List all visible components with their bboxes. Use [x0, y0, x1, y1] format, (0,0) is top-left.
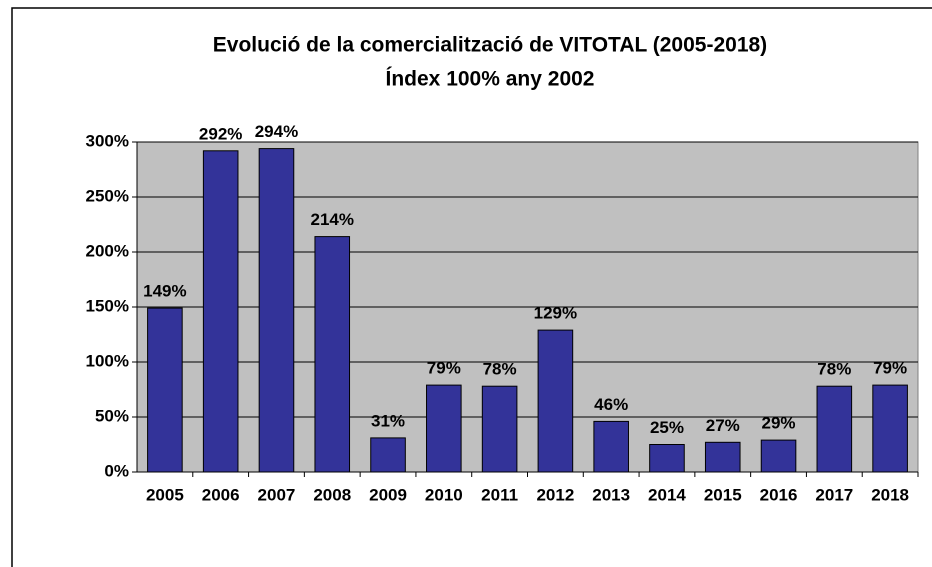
- x-tick-label: 2008: [313, 485, 351, 504]
- bar: [426, 384, 462, 473]
- bar: [147, 307, 183, 473]
- data-label: 79%: [427, 359, 461, 378]
- x-tick-label: 2006: [202, 485, 240, 504]
- data-label: 129%: [534, 304, 577, 323]
- data-label: 31%: [371, 411, 405, 430]
- bar: [760, 439, 797, 473]
- bar: [481, 385, 518, 473]
- data-label: 78%: [483, 360, 517, 379]
- x-tick-label: 2015: [704, 485, 742, 504]
- bar: [704, 441, 741, 473]
- bar: [370, 437, 406, 473]
- bar: [872, 384, 908, 473]
- y-tick-label: 250%: [86, 186, 129, 205]
- data-label: 29%: [762, 414, 796, 433]
- x-tick-label: 2016: [760, 485, 798, 504]
- bar: [593, 420, 629, 473]
- y-tick-label: 50%: [95, 406, 129, 425]
- x-tick-label: 2013: [592, 485, 630, 504]
- bar: [537, 329, 574, 473]
- x-tick-label: 2018: [871, 485, 909, 504]
- data-label: 25%: [650, 418, 684, 437]
- bar: [258, 148, 295, 473]
- y-tick-label: 300%: [86, 131, 129, 150]
- y-tick-label: 100%: [86, 351, 129, 370]
- x-tick-label: 2009: [369, 485, 407, 504]
- x-tick-label: 2005: [146, 485, 184, 504]
- y-tick-label: 200%: [86, 241, 129, 260]
- data-label: 294%: [255, 122, 298, 141]
- x-tick-label: 2017: [815, 485, 853, 504]
- data-label: 79%: [873, 359, 907, 378]
- data-label: 78%: [817, 360, 851, 379]
- x-tick-label: 2010: [425, 485, 463, 504]
- data-label: 149%: [143, 282, 186, 301]
- bar: [314, 236, 351, 473]
- x-tick-label: 2012: [536, 485, 574, 504]
- data-label: 292%: [199, 124, 242, 143]
- data-label: 27%: [706, 416, 740, 435]
- y-tick-label: 150%: [86, 296, 129, 315]
- y-tick-label: 0%: [104, 461, 129, 480]
- x-tick-label: 2011: [481, 485, 518, 504]
- bar: [816, 385, 853, 473]
- bar: [649, 444, 685, 473]
- bar: [202, 150, 239, 473]
- x-tick-label: 2014: [648, 485, 686, 504]
- chart-title: Evolució de la comercialització de VITOT…: [213, 34, 767, 57]
- data-label: 46%: [594, 395, 628, 414]
- chart-subtitle: Índex 100% any 2002: [386, 68, 595, 91]
- data-label: 214%: [311, 210, 354, 229]
- x-tick-label: 2007: [258, 485, 296, 504]
